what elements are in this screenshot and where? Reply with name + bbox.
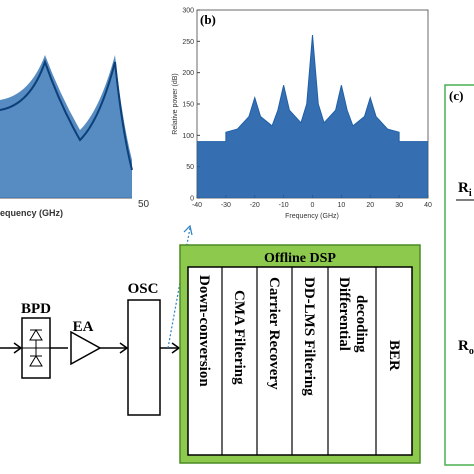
x-label: Frequency (GHz) bbox=[285, 213, 339, 220]
panel-label: (b) bbox=[200, 12, 216, 27]
y-label: Relative power (dB) bbox=[172, 73, 179, 134]
step: CMA Filtering bbox=[231, 290, 247, 385]
osc-box bbox=[127, 299, 161, 416]
x-tick-label: 30 bbox=[395, 202, 403, 209]
step: DD-LMS Filtering bbox=[301, 277, 317, 396]
ea-triangle bbox=[70, 330, 102, 366]
dsp-title: Offline DSP bbox=[264, 251, 336, 266]
y-tick-label: 250 bbox=[182, 39, 194, 46]
x-tick-label: 0 bbox=[311, 202, 315, 209]
x-tick-label: 20 bbox=[366, 202, 374, 209]
panel-a: equency (GHz) 50 bbox=[0, 55, 150, 218]
y-tick-label: 200 bbox=[182, 70, 194, 77]
panel-c-box bbox=[444, 84, 474, 466]
bpd-label: BPD bbox=[21, 301, 51, 317]
x-tick-label: -10 bbox=[279, 202, 289, 209]
x-tick-label: 50 bbox=[138, 199, 150, 210]
step: BER bbox=[386, 340, 402, 371]
dsp-inner bbox=[187, 266, 413, 456]
r: R bbox=[458, 338, 469, 354]
r: R bbox=[458, 180, 469, 196]
y-tick-label: 100 bbox=[182, 133, 194, 140]
x-tick-label: -30 bbox=[221, 202, 231, 209]
sub: i bbox=[469, 188, 472, 199]
x-label: equency (GHz) bbox=[0, 208, 63, 218]
x-tick-label: -20 bbox=[250, 202, 260, 209]
y-tick-label: 0 bbox=[190, 196, 194, 203]
step: decoding bbox=[353, 295, 369, 353]
diagram bbox=[0, 84, 474, 466]
y-tick-label: 300 bbox=[182, 8, 194, 15]
spectrum-a-envelope bbox=[0, 58, 133, 171]
step: Carrier Recovery bbox=[266, 277, 282, 390]
panel-label: (c) bbox=[449, 88, 463, 103]
arrow-head bbox=[119, 342, 129, 354]
osc-label: OSC bbox=[128, 281, 159, 297]
r-out: Ro bbox=[458, 338, 474, 357]
x-tick-label: 40 bbox=[424, 202, 432, 209]
panel-b: (b) Frequency (GHz) Relative power (dB) … bbox=[172, 8, 432, 221]
x-tick-label: 10 bbox=[337, 202, 345, 209]
diodes bbox=[22, 329, 50, 367]
arrow-head bbox=[183, 224, 193, 236]
diagram-labels: BPD EA OSC Offline DSP Down-conversion C… bbox=[21, 88, 474, 396]
r-in: Ri bbox=[458, 180, 472, 199]
y-tick-label: 150 bbox=[182, 102, 194, 109]
dividers bbox=[221, 267, 377, 455]
spectrum-area bbox=[197, 35, 428, 198]
sub: o bbox=[469, 346, 474, 357]
arrow-head bbox=[171, 342, 181, 354]
ea-label: EA bbox=[73, 319, 94, 335]
spectrum-a bbox=[0, 55, 132, 198]
step: Differential bbox=[336, 277, 352, 351]
spectrum bbox=[197, 35, 428, 143]
y-tick-label: 50 bbox=[186, 164, 194, 171]
x-tick-label: -40 bbox=[192, 202, 202, 209]
step: Down-conversion bbox=[196, 275, 212, 387]
arrow-head bbox=[13, 342, 23, 354]
